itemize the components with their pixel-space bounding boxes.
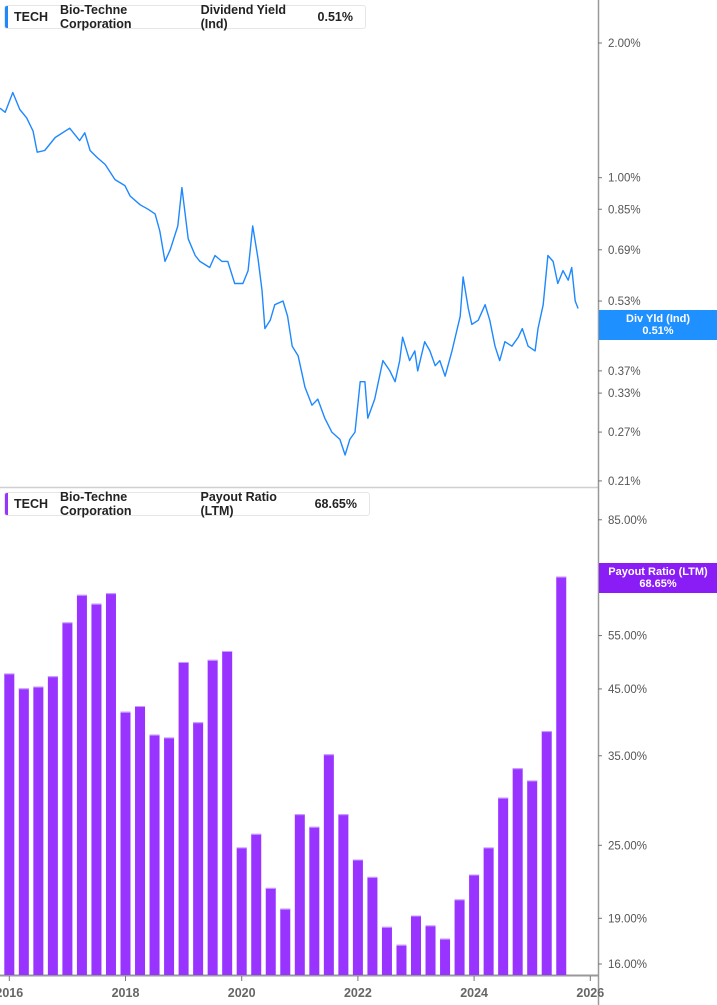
payout-ratio-bar: [4, 673, 15, 975]
payout-ratio-bar: [294, 814, 305, 975]
y-tick-label: 0.21%: [608, 476, 641, 488]
payout-ratio-bar: [483, 847, 494, 975]
x-tick-label: 2026: [576, 986, 604, 1000]
payout-ratio-bar: [76, 594, 87, 975]
payout-ratio-bar: [149, 734, 160, 975]
legend-metric: Dividend Yield (Ind): [200, 3, 287, 31]
y-tick-label: 1.00%: [608, 173, 641, 185]
yield-value-tag: Div Yld (Ind) 0.51%: [599, 310, 717, 340]
payout-ratio-bar: [280, 908, 291, 975]
legend-company: Bio-Techne Corporation: [60, 490, 132, 518]
payout-ratio-bar: [556, 576, 567, 975]
payout-ratio-bar: [33, 686, 44, 975]
legend-ticker: TECH: [14, 10, 49, 24]
payout-ratio-bar: [512, 768, 523, 975]
x-tick-label: 2020: [228, 986, 256, 1000]
payout-ratio-bar: [309, 826, 320, 975]
legend-value: 0.51%: [317, 10, 353, 24]
legend-company: Bio-Techne Corporation: [60, 3, 132, 31]
y-tick-label: 0.33%: [608, 388, 641, 400]
payout-ratio-bar: [338, 814, 349, 975]
y-tick-label: 55.00%: [608, 631, 647, 643]
y-tick-label: 0.85%: [608, 204, 641, 216]
payout-ratio-bar: [352, 859, 363, 975]
payout-ratio-bar: [62, 622, 73, 975]
payout-ratio-bar: [135, 706, 146, 975]
payout-ratio-bar: [18, 688, 29, 975]
payout-ratio-bar: [396, 944, 407, 975]
legend-color-marker: [5, 493, 8, 515]
y-tick-label: 25.00%: [608, 840, 647, 852]
payout-ratio-bar: [411, 915, 421, 975]
y-tick-label: 0.69%: [608, 245, 641, 257]
legend-color-marker: [5, 6, 8, 28]
payout-ratio-bar: [91, 603, 102, 975]
payout-ratio-bar: [164, 737, 175, 975]
y-tick-label: 0.37%: [608, 366, 641, 378]
payout-ratio-bar: [454, 899, 465, 975]
x-tick-label: 2022: [344, 986, 372, 1000]
x-tick-label: 2024: [460, 986, 488, 1000]
yield-tag-value: 0.51%: [642, 325, 674, 337]
payout-ratio-bar: [541, 731, 552, 975]
payout-ratio-bar: [120, 711, 131, 975]
y-tick-label: 16.00%: [608, 959, 647, 971]
y-tick-label: 0.27%: [608, 427, 641, 439]
payout-ratio-bar: [47, 676, 58, 975]
y-tick-label: 2.00%: [608, 38, 641, 50]
dividend-yield-line: [0, 91, 579, 456]
payout-ratio-bar: [193, 722, 204, 975]
payout-ratio-bar: [265, 887, 276, 975]
legend-ticker: TECH: [14, 497, 49, 511]
payout-ratio-bar: [527, 780, 538, 975]
y-tick-label: 85.00%: [608, 515, 647, 527]
legend-metric: Payout Ratio (LTM): [200, 490, 277, 518]
yield-tag-label: Div Yld (Ind): [626, 313, 690, 325]
payout-ratio-bar: [222, 650, 233, 975]
payout-ratio-bar: [425, 925, 436, 975]
payout-value-tag: Payout Ratio (LTM) 68.65%: [599, 563, 717, 593]
y-tick-label: 45.00%: [608, 684, 647, 696]
y-tick-label: 19.00%: [608, 913, 647, 925]
payout-ratio-bar: [469, 874, 480, 975]
bottom-legend: TECH Bio-Techne Corporation Payout Ratio…: [4, 490, 370, 518]
payout-ratio-bar: [178, 661, 189, 975]
x-tick-label: 2016: [0, 986, 23, 1000]
payout-ratio-bar: [251, 833, 262, 975]
payout-ratio-bar: [105, 593, 116, 975]
y-tick-label: 35.00%: [608, 751, 647, 763]
payout-ratio-bar: [440, 938, 451, 975]
top-legend: TECH Bio-Techne Corporation Dividend Yie…: [4, 3, 366, 31]
payout-ratio-bar: [381, 926, 392, 975]
payout-tag-label: Payout Ratio (LTM): [608, 566, 708, 578]
payout-ratio-bar: [498, 797, 509, 975]
payout-ratio-bar: [207, 659, 218, 975]
y-tick-label: 0.53%: [608, 296, 641, 308]
legend-value: 68.65%: [314, 497, 357, 511]
payout-tag-value: 68.65%: [639, 578, 677, 590]
x-tick-label: 2018: [112, 986, 140, 1000]
payout-ratio-bar: [236, 847, 247, 975]
payout-ratio-bar: [323, 754, 334, 975]
payout-ratio-bar: [367, 876, 378, 975]
